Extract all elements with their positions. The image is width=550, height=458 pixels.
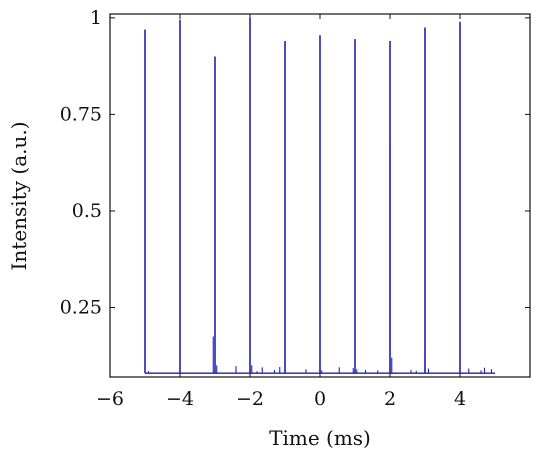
peak-lines <box>144 17 495 374</box>
y-tick-label: 0.75 <box>60 103 102 125</box>
x-tick-label: −4 <box>166 388 194 410</box>
x-tick-label: −6 <box>96 388 124 410</box>
y-axis-label: Intensity (a.u.) <box>7 121 31 270</box>
x-tick-label: 2 <box>384 388 396 410</box>
y-tick-label: 0.25 <box>60 296 102 318</box>
x-tick-label: 4 <box>454 388 466 410</box>
x-tick-label: −2 <box>236 388 264 410</box>
x-axis-label: Time (ms) <box>269 426 371 450</box>
tick-labels: −6 −4 −2 0 2 4 0.25 0.5 0.75 1 <box>60 7 466 410</box>
y-tick-label: 1 <box>90 7 102 29</box>
y-tick-label: 0.5 <box>72 200 102 222</box>
x-tick-label: 0 <box>314 388 326 410</box>
